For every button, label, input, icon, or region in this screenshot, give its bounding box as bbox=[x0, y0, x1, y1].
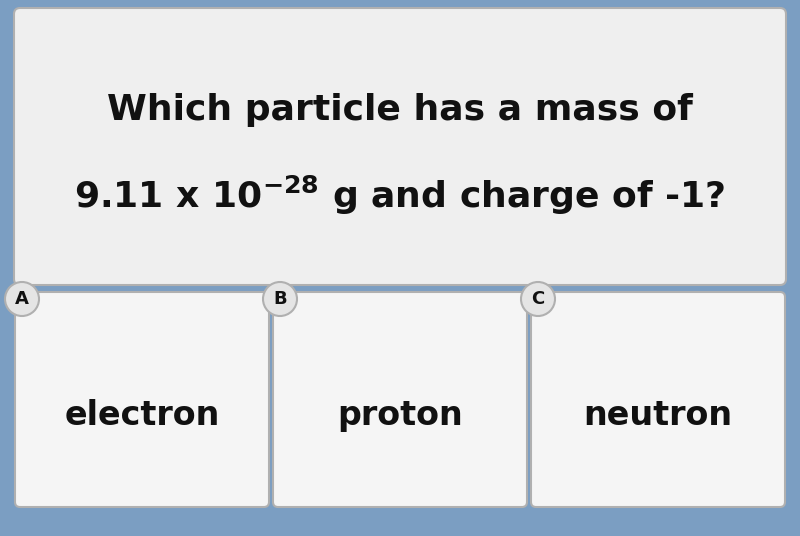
FancyBboxPatch shape bbox=[273, 292, 527, 507]
FancyBboxPatch shape bbox=[531, 292, 785, 507]
Text: Which particle has a mass of: Which particle has a mass of bbox=[107, 93, 693, 127]
Circle shape bbox=[5, 282, 39, 316]
Text: A: A bbox=[15, 290, 29, 308]
Text: proton: proton bbox=[337, 399, 463, 433]
Text: 9.11 x 10$^{\mathbf{-28}}$ g and charge of -1?: 9.11 x 10$^{\mathbf{-28}}$ g and charge … bbox=[74, 174, 726, 217]
Text: electron: electron bbox=[64, 399, 220, 433]
Text: C: C bbox=[531, 290, 545, 308]
Circle shape bbox=[263, 282, 297, 316]
Text: B: B bbox=[273, 290, 287, 308]
FancyBboxPatch shape bbox=[14, 8, 786, 285]
Circle shape bbox=[521, 282, 555, 316]
Text: neutron: neutron bbox=[583, 399, 733, 433]
FancyBboxPatch shape bbox=[15, 292, 269, 507]
